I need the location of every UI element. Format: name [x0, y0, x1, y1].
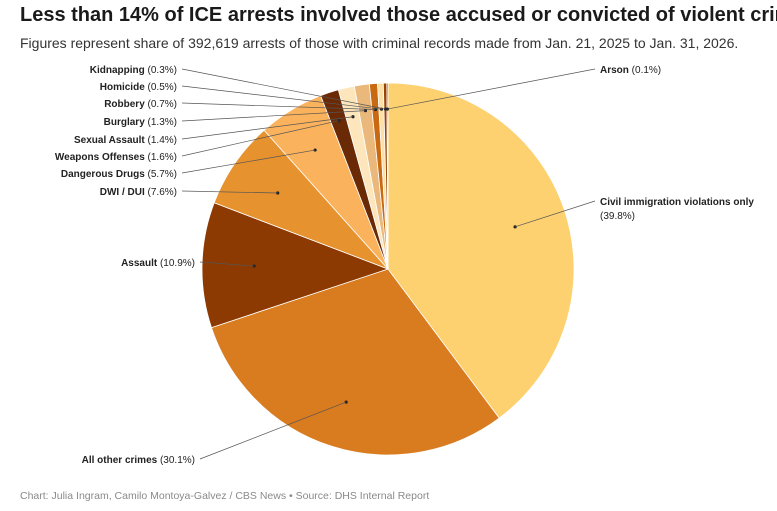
chart-title: Less than 14% of ICE arrests involved th…: [20, 4, 777, 26]
slice-label-burglary: Burglary (1.3%): [104, 117, 177, 128]
leader-line-civil-immigration-violations-only: [514, 200, 596, 228]
slice-label-homicide: Homicide (0.5%): [100, 82, 177, 93]
slice-label-dangerous-drugs: Dangerous Drugs (5.7%): [61, 169, 177, 180]
leader-line-burglary: [181, 110, 366, 122]
leader-line-assault: [199, 261, 255, 267]
slice-label-assault: Assault (10.9%): [121, 258, 195, 269]
slice-label-sexual-assault: Sexual Assault (1.4%): [74, 135, 177, 146]
pie-slice-all-other-crimes: [210, 268, 500, 456]
slice-label-civil-immigration-violations-only: Civil immigration violations only (39.8%): [600, 197, 754, 222]
chart-credit: Chart: Julia Ingram, Camilo Montoya-Galv…: [20, 490, 430, 502]
slice-label-kidnapping: Kidnapping (0.3%): [90, 65, 177, 76]
slice-label-all-other-crimes: All other crimes (30.1%): [82, 455, 195, 466]
leader-line-weapons-offenses: [181, 120, 339, 157]
slice-label-dwi-dui: DWI / DUI (7.6%): [100, 187, 177, 198]
leader-line-homicide: [181, 85, 382, 110]
chart-subtitle: Figures represent share of 392,619 arres…: [20, 35, 739, 51]
slice-labels: Civil immigration violations only (39.8%)…: [55, 65, 754, 466]
leader-line-dangerous-drugs: [181, 149, 316, 174]
leader-line-sexual-assault: [181, 116, 354, 140]
pie-slice-assault: [201, 202, 390, 329]
slice-label-robbery: Robbery (0.7%): [104, 99, 177, 110]
pie-slices: [201, 82, 575, 456]
leader-line-all-other-crimes: [199, 401, 347, 460]
leader-lines: [181, 68, 596, 460]
pie-slice-arson: [386, 82, 389, 270]
leader-line-dwi-dui: [181, 190, 278, 194]
slice-label-weapons-offenses: Weapons Offenses (1.6%): [55, 152, 177, 163]
slice-label-arson: Arson (0.1%): [600, 65, 661, 76]
leader-line-kidnapping: [181, 68, 386, 110]
leader-line-robbery: [181, 102, 376, 110]
pie-slice-civil-immigration-violations-only: [387, 82, 575, 419]
leader-line-arson: [387, 68, 596, 110]
